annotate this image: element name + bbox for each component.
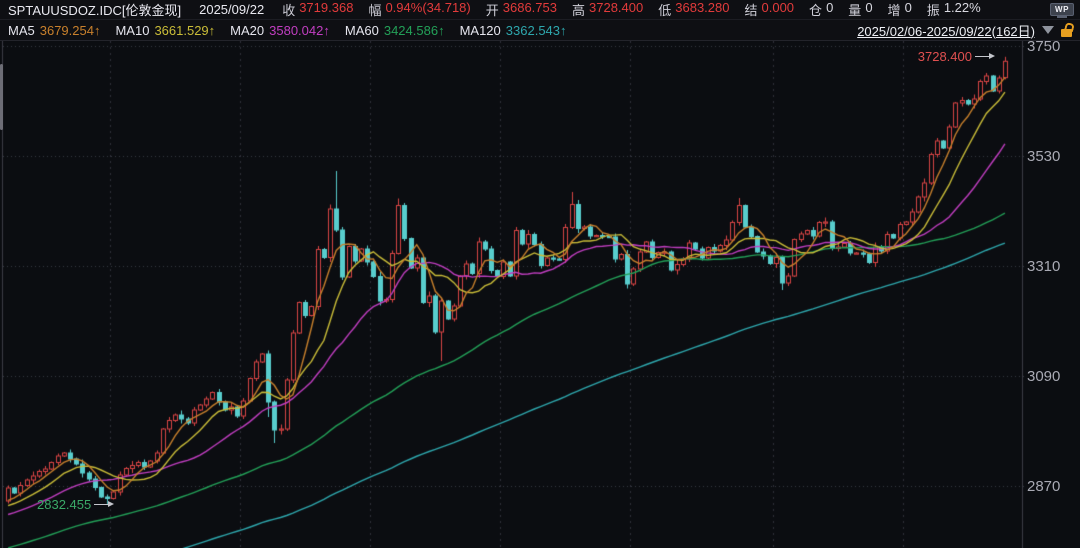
y-axis-label: 2870 xyxy=(1027,478,1061,495)
y-axis-label: 3750 xyxy=(1027,38,1061,55)
quote-field-高: 高 3728.400 xyxy=(571,0,644,18)
chevron-down-icon[interactable] xyxy=(1042,26,1054,34)
ma-values: MA5 3679.254↑ MA10 3661.529↑ MA20 3580.042↑ MA… xyxy=(8,23,567,38)
right-arrow-icon xyxy=(975,53,995,60)
date-range-selector[interactable]: 2025/02/06-2025/09/22(162日) xyxy=(857,23,1035,39)
ma-value: 3661.529↑ xyxy=(154,22,216,38)
ma-indicator-bar: MA5 3679.254↑ MA10 3661.529↑ MA20 3580.042↑ MA… xyxy=(0,20,1080,41)
high-price-label: 3728.400 xyxy=(917,48,972,64)
y-axis-label: 3310 xyxy=(1027,258,1061,275)
quote-bar: SPTAUUSDOZ.IDC[伦敦金现] 2025/09/22 收 3719.36… xyxy=(0,0,1080,20)
price-annotation-low: 2832.455 xyxy=(37,496,115,512)
quote-field-振: 振 1.22% xyxy=(926,0,981,18)
quote-date: 2025/09/22 xyxy=(199,2,265,17)
low-price-label: 2832.455 xyxy=(37,496,92,512)
ma-item-ma20: MA20 3580.042↑ xyxy=(230,22,330,38)
ma-value: 3362.543↑ xyxy=(505,22,567,38)
chart-area: 3750 3530 3310 3090 2870 3728.400 2832.455 xyxy=(0,38,1080,548)
ma-value: 3424.586↑ xyxy=(383,22,445,38)
range-controls: 2025/02/06-2025/09/22(162日) xyxy=(857,21,1074,40)
left-scrollbar[interactable] xyxy=(0,64,3,130)
ma-item-ma5: MA5 3679.254↑ xyxy=(8,22,101,38)
y-axis-label: 3090 xyxy=(1027,368,1061,385)
ma-value: 3679.254↑ xyxy=(39,22,101,38)
quote-field-低: 低 3683.280 xyxy=(658,0,730,18)
quote-field-开: 开 3686.753 xyxy=(485,0,557,18)
ma-item-ma60: MA60 3424.586↑ xyxy=(344,22,445,38)
ma-item-ma120: MA120 3362.543↑ xyxy=(459,22,567,38)
quote-field-收: 收 3719.368 xyxy=(282,0,354,18)
y-axis-label: 3530 xyxy=(1027,148,1061,165)
candlestick-canvas[interactable] xyxy=(0,41,1080,548)
quote-field-幅: 幅 0.94%(34.718) xyxy=(368,0,471,18)
ma-value: 3580.042↑ xyxy=(269,22,330,38)
symbol-name: SPTAUUSDOZ.IDC[伦敦金现] xyxy=(8,3,182,18)
wp-logo-text: WP xyxy=(1050,2,1074,16)
quote-fields: 收 3719.368 幅 0.94%(34.718) 开 3686.753 高 3728.40… xyxy=(282,0,981,19)
wp-logo-icon: WP xyxy=(1050,2,1074,18)
price-annotation-high: 3728.400 xyxy=(855,49,995,64)
ma-item-ma10: MA10 3661.529↑ xyxy=(115,22,216,38)
unlock-icon[interactable] xyxy=(1061,29,1072,37)
quote-field-结: 结 0.000 xyxy=(744,0,795,18)
right-arrow-icon xyxy=(94,501,115,508)
